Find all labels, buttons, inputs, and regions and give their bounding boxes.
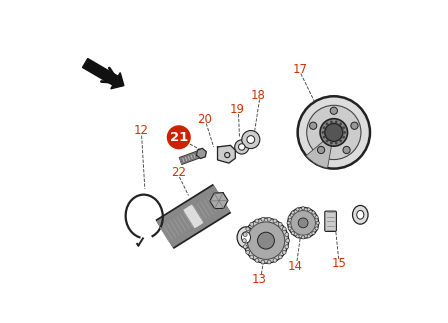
Circle shape — [307, 235, 310, 238]
Text: 15: 15 — [331, 257, 346, 270]
Circle shape — [243, 245, 247, 249]
Circle shape — [255, 219, 259, 223]
Text: 18: 18 — [250, 89, 265, 102]
Circle shape — [278, 255, 282, 259]
Circle shape — [335, 120, 338, 123]
Polygon shape — [197, 148, 206, 159]
Text: 13: 13 — [252, 273, 267, 286]
Circle shape — [278, 222, 282, 226]
Ellipse shape — [357, 211, 364, 219]
Circle shape — [291, 232, 294, 235]
Circle shape — [261, 217, 265, 221]
Circle shape — [288, 207, 319, 238]
Circle shape — [242, 239, 246, 243]
Circle shape — [296, 208, 299, 211]
Polygon shape — [210, 193, 228, 209]
Circle shape — [342, 126, 345, 129]
Circle shape — [335, 141, 338, 144]
FancyBboxPatch shape — [325, 211, 336, 231]
Circle shape — [247, 222, 285, 259]
FancyArrow shape — [82, 58, 124, 89]
Text: 19: 19 — [229, 103, 245, 116]
Circle shape — [247, 136, 254, 143]
Circle shape — [287, 221, 290, 224]
Circle shape — [307, 105, 361, 160]
Text: 14: 14 — [288, 260, 302, 273]
Circle shape — [246, 227, 250, 231]
Circle shape — [282, 250, 286, 254]
Circle shape — [273, 258, 277, 262]
Circle shape — [250, 222, 254, 226]
Text: 20: 20 — [197, 113, 212, 126]
Circle shape — [322, 131, 324, 134]
Circle shape — [323, 126, 326, 129]
Circle shape — [243, 218, 289, 263]
Polygon shape — [218, 145, 235, 163]
Circle shape — [298, 218, 308, 228]
Circle shape — [285, 233, 289, 236]
Circle shape — [343, 146, 350, 154]
Circle shape — [302, 207, 305, 210]
Circle shape — [235, 140, 249, 154]
Circle shape — [243, 233, 247, 236]
Circle shape — [282, 227, 286, 231]
Circle shape — [342, 136, 345, 139]
Circle shape — [316, 221, 319, 224]
Circle shape — [330, 141, 333, 144]
Text: 17: 17 — [293, 63, 307, 76]
Circle shape — [320, 119, 348, 146]
Circle shape — [310, 122, 317, 129]
Circle shape — [326, 140, 328, 142]
Circle shape — [325, 123, 343, 141]
Circle shape — [267, 217, 271, 221]
Circle shape — [246, 250, 250, 254]
Wedge shape — [306, 132, 334, 168]
Ellipse shape — [241, 232, 250, 243]
Circle shape — [250, 255, 254, 259]
Circle shape — [326, 122, 328, 125]
Circle shape — [351, 122, 358, 129]
Ellipse shape — [353, 205, 368, 224]
Circle shape — [258, 232, 275, 249]
Circle shape — [339, 140, 342, 142]
Circle shape — [312, 232, 315, 235]
Circle shape — [288, 227, 291, 230]
Circle shape — [273, 219, 277, 223]
Circle shape — [291, 211, 294, 214]
Circle shape — [339, 122, 342, 125]
Circle shape — [288, 216, 291, 219]
Circle shape — [323, 136, 326, 139]
Circle shape — [330, 120, 333, 123]
Circle shape — [315, 227, 318, 230]
Circle shape — [307, 208, 310, 211]
Circle shape — [330, 107, 337, 114]
Text: 12: 12 — [134, 124, 149, 137]
Circle shape — [267, 260, 271, 264]
Circle shape — [261, 260, 265, 264]
Circle shape — [291, 211, 315, 235]
Circle shape — [255, 258, 259, 262]
Text: 21: 21 — [170, 131, 188, 144]
Circle shape — [343, 131, 346, 134]
Text: 22: 22 — [171, 166, 186, 179]
Circle shape — [285, 245, 289, 249]
Circle shape — [242, 130, 260, 149]
Circle shape — [286, 239, 289, 243]
Circle shape — [315, 216, 318, 219]
Circle shape — [302, 236, 305, 239]
Circle shape — [312, 211, 315, 214]
Circle shape — [296, 235, 299, 238]
Circle shape — [318, 146, 325, 154]
Circle shape — [297, 96, 370, 169]
Ellipse shape — [237, 227, 255, 248]
Circle shape — [238, 144, 245, 150]
